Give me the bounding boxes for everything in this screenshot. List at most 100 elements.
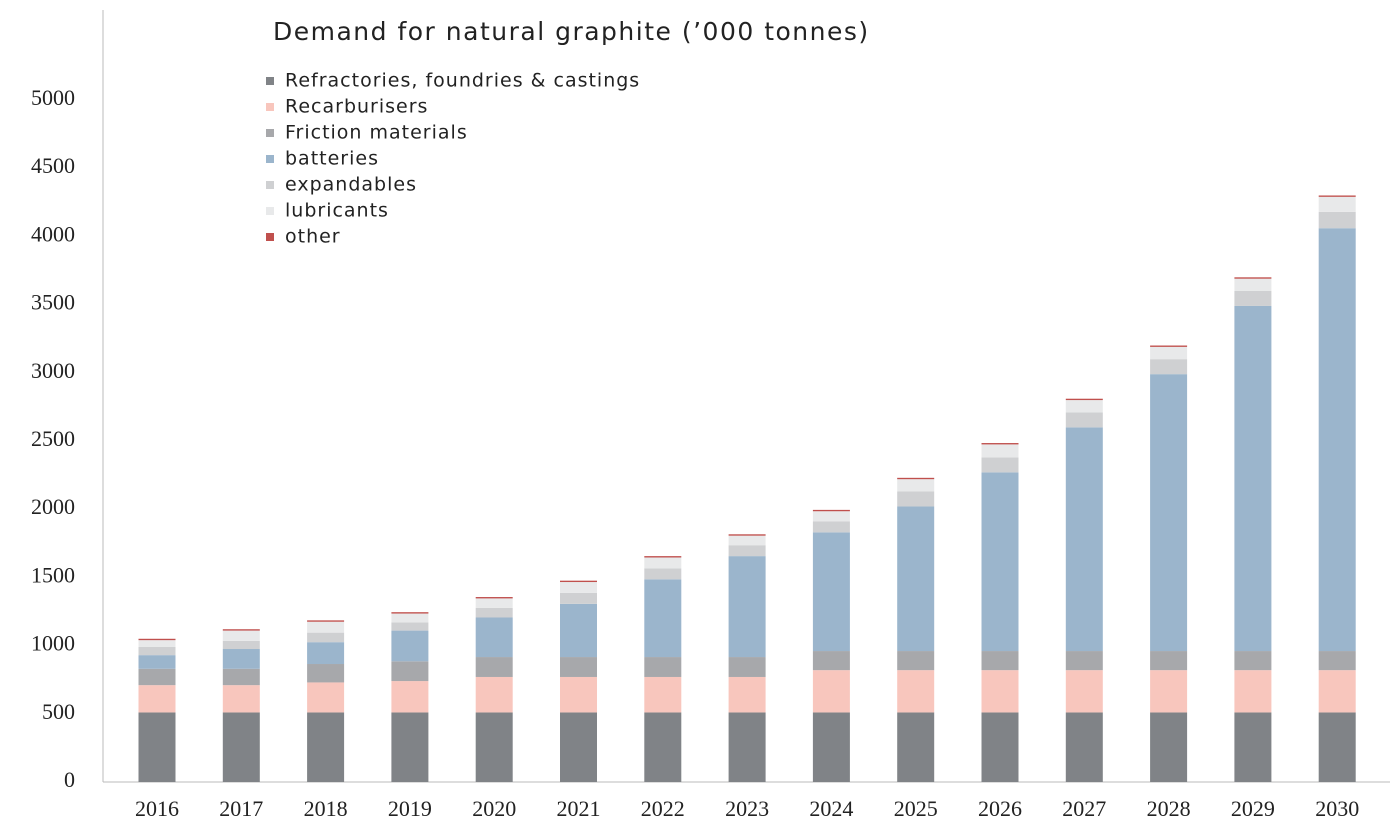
bar-segment <box>1150 345 1188 347</box>
bar-segment <box>728 556 766 658</box>
bar-segment <box>307 664 345 683</box>
x-tick-label: 2030 <box>1315 796 1359 821</box>
bar-segment <box>1318 651 1356 671</box>
bar-segment <box>981 457 1019 473</box>
bar-segment <box>1150 346 1188 360</box>
bar-segment <box>138 646 176 656</box>
bar-segment <box>1318 670 1356 713</box>
bar-segment <box>981 472 1019 652</box>
bar-segment <box>644 579 682 658</box>
bar-segment <box>222 629 260 631</box>
bar-segment <box>1150 670 1188 713</box>
bar-segment <box>560 592 597 604</box>
bar-segment <box>897 479 935 492</box>
bar-segment <box>981 670 1019 713</box>
bar-segment <box>812 511 850 522</box>
bar-segment <box>812 532 850 652</box>
bar-segment <box>560 712 597 782</box>
x-tick-label: 2017 <box>219 796 263 821</box>
bar-segment <box>644 712 682 782</box>
legend-swatch <box>266 155 274 163</box>
x-tick-label: 2023 <box>725 796 769 821</box>
bar-segment <box>391 630 429 662</box>
bar-segment <box>475 597 513 599</box>
bar-segment <box>307 682 345 713</box>
bar-segment <box>897 506 935 652</box>
y-tick-label: 3000 <box>31 358 75 383</box>
bar-segment <box>812 651 850 671</box>
bar-segment <box>981 651 1019 671</box>
bar-segment <box>560 676 597 713</box>
legend-label: lubricants <box>285 200 389 222</box>
bar-segment <box>307 712 345 782</box>
legend-swatch <box>266 181 274 189</box>
bar-segment <box>728 657 766 677</box>
bar-segment <box>1234 277 1272 279</box>
bar-segment <box>1318 228 1356 652</box>
bar-segment <box>475 617 513 658</box>
bar-segment <box>897 491 935 507</box>
legend-label: Friction materials <box>285 122 468 144</box>
bar-segment <box>307 642 345 665</box>
bar-segment <box>138 638 176 641</box>
y-tick-label: 500 <box>42 699 75 724</box>
bar-segment <box>222 685 260 713</box>
bar-segment <box>1234 670 1272 713</box>
legend-label: expandables <box>285 174 417 196</box>
bar-segment <box>391 612 429 614</box>
bar-segment <box>138 712 176 782</box>
bar-segment <box>560 657 597 677</box>
legend-swatch <box>266 129 274 137</box>
bar-segment <box>138 655 176 669</box>
bar-segment <box>1150 374 1188 652</box>
bar-segment <box>897 670 935 713</box>
bar-segment <box>1318 196 1356 212</box>
bar-segment <box>812 521 850 533</box>
legend-swatch <box>266 233 274 241</box>
bar-segment <box>981 444 1019 458</box>
x-tick-label: 2018 <box>304 796 348 821</box>
x-tick-label: 2028 <box>1147 796 1191 821</box>
bar-segment <box>222 712 260 782</box>
x-tick-label: 2021 <box>557 796 601 821</box>
y-tick-label: 1500 <box>31 562 75 587</box>
legend-label: Refractories, foundries & castings <box>285 70 640 92</box>
bar-segment <box>1065 712 1103 782</box>
y-tick-label: 2500 <box>31 426 75 451</box>
x-tick-label: 2022 <box>641 796 685 821</box>
legend-label: Recarburisers <box>285 96 428 118</box>
legend-label: other <box>285 226 341 248</box>
bar-segment <box>644 568 682 580</box>
bar-segment <box>897 712 935 782</box>
bar-segment <box>475 712 513 782</box>
bar-segment <box>560 580 597 583</box>
y-tick-label: 5000 <box>31 85 75 110</box>
bar-segment <box>644 657 682 677</box>
bar-segment <box>812 712 850 782</box>
y-tick-label: 0 <box>64 767 75 792</box>
bar-segment <box>1318 712 1356 782</box>
bar-segment <box>391 661 429 682</box>
bar-segment <box>812 509 850 512</box>
bar-segment <box>1318 195 1356 197</box>
x-tick-label: 2024 <box>809 796 853 821</box>
bar-segment <box>475 676 513 713</box>
bar-segment <box>1150 712 1188 782</box>
y-tick-label: 4000 <box>31 221 75 246</box>
legend-swatch <box>266 207 274 215</box>
bar-segment <box>1065 670 1103 713</box>
bar-segment <box>1234 712 1272 782</box>
bar-segment <box>1234 305 1272 652</box>
bar-segment <box>138 640 176 647</box>
bar-segment <box>728 545 766 557</box>
bar-segment <box>475 657 513 677</box>
x-tick-label: 2020 <box>472 796 516 821</box>
x-tick-label: 2019 <box>388 796 432 821</box>
bar-segment <box>391 681 429 713</box>
bar-segment <box>1065 651 1103 671</box>
bar-segment <box>1065 400 1103 413</box>
y-tick-label: 4500 <box>31 153 75 178</box>
bar-segment <box>897 651 935 671</box>
bar-segment <box>1318 211 1356 229</box>
